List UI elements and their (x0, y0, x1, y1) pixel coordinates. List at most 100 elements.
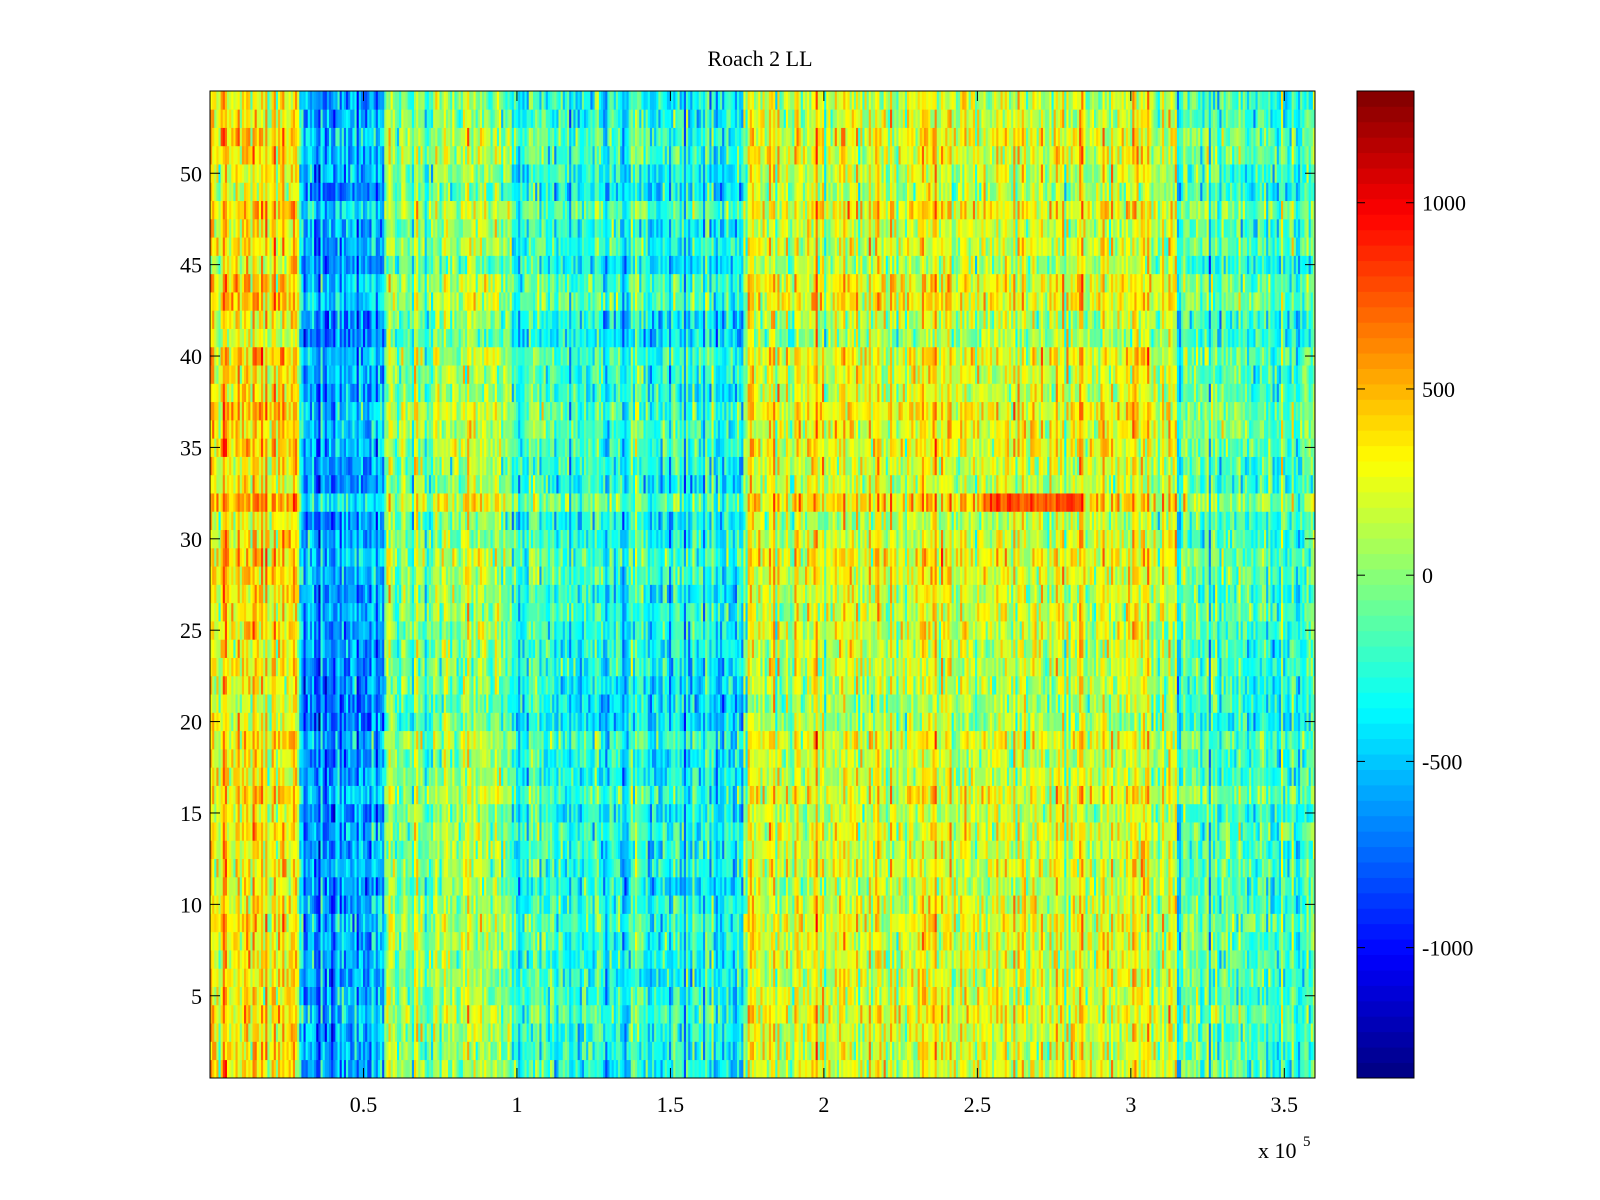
heatmap-cell (1293, 986, 1297, 1006)
heatmap-cell (745, 950, 748, 969)
heatmap-cell (1162, 1023, 1165, 1042)
heatmap-cell (862, 1041, 865, 1061)
heatmap-cell (798, 986, 802, 1006)
heatmap-cell (658, 950, 661, 969)
heatmap-cell (690, 1041, 693, 1061)
heatmap-cell (947, 913, 950, 933)
heatmap-cell (554, 968, 557, 987)
heatmap-cell (350, 895, 353, 914)
heatmap-cell (1295, 1041, 1299, 1061)
heatmap-cell (1270, 1059, 1273, 1079)
heatmap-cell (771, 1059, 774, 1079)
heatmap-cell (762, 1023, 765, 1042)
heatmap-cell (250, 913, 253, 933)
heatmap-cell (611, 1023, 615, 1042)
heatmap-cell (771, 913, 774, 933)
heatmap-cell (280, 1059, 283, 1079)
heatmap-cell (913, 968, 916, 987)
heatmap-cell (979, 1023, 982, 1042)
heatmap-cell (254, 913, 258, 933)
heatmap-cell (1145, 1041, 1148, 1061)
heatmap-cell (288, 986, 292, 1006)
heatmap-cell (567, 986, 570, 1006)
heatmap-cell (1070, 931, 1074, 951)
heatmap-cell (341, 1004, 345, 1024)
heatmap-cell (490, 913, 493, 933)
heatmap-cell (1281, 1059, 1284, 1079)
heatmap-cell (301, 968, 304, 987)
heatmap-cell (246, 968, 249, 987)
heatmap-cell (299, 968, 302, 987)
heatmap-cell (730, 968, 734, 987)
heatmap-cell (613, 931, 617, 951)
heatmap-cell (394, 1059, 398, 1079)
heatmap-cell (388, 895, 391, 914)
heatmap-cell (1085, 1004, 1088, 1024)
heatmap-cell (675, 931, 678, 951)
heatmap-cell (669, 895, 672, 914)
heatmap-cell (390, 986, 394, 1006)
heatmap-cell (554, 931, 557, 951)
heatmap-cell (254, 1023, 258, 1042)
heatmap-cell (802, 931, 806, 951)
heatmap-cell (1068, 1004, 1071, 1024)
heatmap-cell (1278, 1059, 1282, 1079)
heatmap-cell (405, 913, 408, 933)
heatmap-cell (688, 1023, 691, 1042)
heatmap-cell (1115, 1004, 1118, 1024)
heatmap-cell (673, 1059, 676, 1079)
heatmap-cell (458, 968, 462, 987)
heatmap-cell (1108, 986, 1112, 1006)
heatmap-cell (1013, 913, 1016, 933)
heatmap-cell (902, 1004, 906, 1024)
heatmap-cell (983, 913, 986, 933)
heatmap-cell (822, 931, 825, 951)
heatmap-cell (384, 968, 387, 987)
heatmap-cell (1119, 968, 1122, 987)
heatmap-cell (469, 950, 472, 969)
heatmap-cell (1272, 1041, 1275, 1061)
heatmap-cell (839, 895, 842, 914)
heatmap-cell (828, 931, 831, 951)
heatmap-cell (210, 968, 213, 987)
heatmap-cell (399, 1059, 402, 1079)
heatmap-cell (1298, 950, 1301, 969)
heatmap-cell (562, 931, 566, 951)
heatmap-cell (775, 1004, 778, 1024)
heatmap-cell (1108, 1004, 1112, 1024)
heatmap-cell (275, 968, 279, 987)
heatmap-cell (1132, 913, 1135, 933)
heatmap-cell (284, 968, 287, 987)
heatmap-cell (541, 968, 544, 987)
heatmap-cell (630, 931, 634, 951)
heatmap-cell (873, 1004, 876, 1024)
heatmap-cell (397, 986, 400, 1006)
heatmap-cell (953, 1041, 957, 1061)
heatmap-cell (486, 986, 489, 1006)
heatmap-cell (796, 1023, 799, 1042)
heatmap-cell (522, 913, 525, 933)
heatmap-cell (686, 968, 689, 987)
heatmap-cell (739, 1004, 742, 1024)
heatmap-cell (845, 913, 848, 933)
heatmap-cell (1077, 1059, 1080, 1079)
heatmap-cell (443, 1059, 447, 1079)
heatmap-cell (966, 931, 969, 951)
heatmap-cell (282, 1041, 285, 1061)
heatmap-cell (365, 1041, 368, 1061)
heatmap-cell (577, 1059, 581, 1079)
heatmap-cell (314, 986, 317, 1006)
heatmap-cell (677, 1041, 680, 1061)
heatmap-cell (1140, 1059, 1144, 1079)
heatmap-cell (346, 1004, 349, 1024)
heatmap-cell (1234, 950, 1237, 969)
heatmap-cell (686, 1004, 689, 1024)
heatmap-cell (556, 1041, 559, 1061)
heatmap-cell (900, 931, 904, 951)
heatmap-cell (1155, 1041, 1159, 1061)
heatmap-cell (1087, 986, 1091, 1006)
heatmap-cell (630, 986, 634, 1006)
heatmap-cell (853, 968, 857, 987)
heatmap-cell (222, 931, 226, 951)
heatmap-cell (785, 1041, 789, 1061)
